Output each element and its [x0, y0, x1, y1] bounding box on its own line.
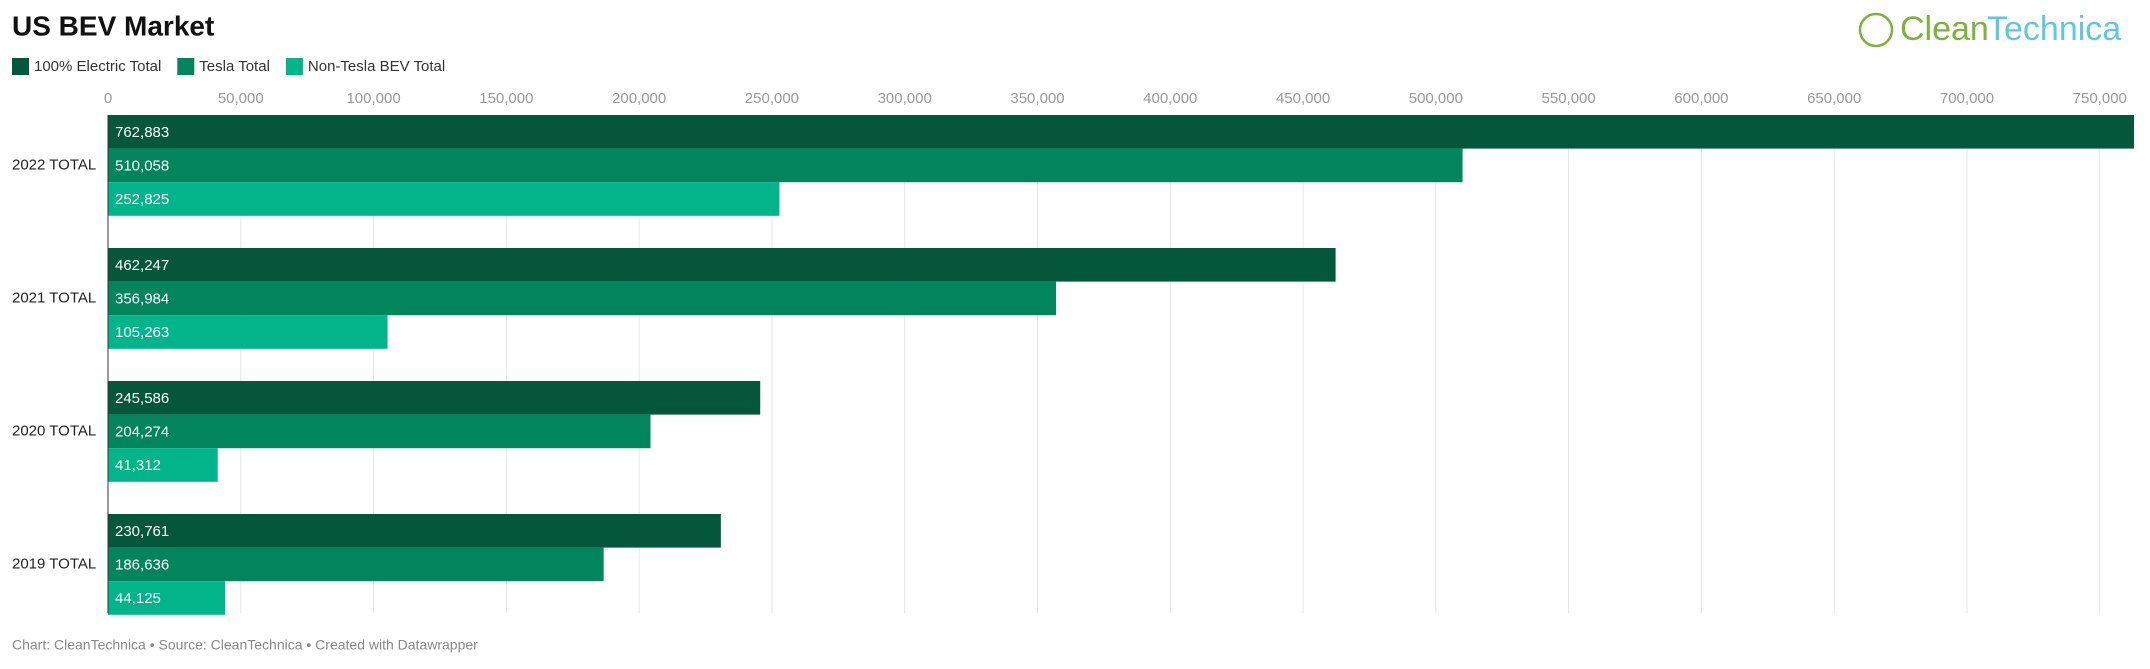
- bar: [108, 581, 226, 615]
- value-label: 252,825: [115, 191, 169, 208]
- bar: [108, 315, 388, 349]
- x-tick-label: 400,000: [1143, 90, 1197, 107]
- value-label: 41,312: [115, 457, 161, 474]
- x-tick-label: 150,000: [479, 90, 533, 107]
- value-label: 230,761: [115, 523, 169, 540]
- legend-swatch: [177, 58, 195, 75]
- x-tick-label: 0: [104, 90, 112, 107]
- x-tick-label: 700,000: [1940, 90, 1994, 107]
- y-tick-label: 2021 TOTAL: [12, 289, 96, 306]
- x-tick-label: 200,000: [612, 90, 666, 107]
- value-label: 105,263: [115, 324, 169, 341]
- y-tick-label: 2020 TOTAL: [12, 422, 96, 439]
- x-tick-label: 450,000: [1276, 90, 1330, 107]
- value-label: 204,274: [115, 423, 169, 440]
- value-label: 186,636: [115, 556, 169, 573]
- bar: [108, 414, 651, 449]
- bar: [108, 281, 1057, 316]
- bar: [108, 381, 761, 415]
- legend-label: Tesla Total: [199, 58, 270, 75]
- legend-swatch: [12, 58, 29, 75]
- legend-label: Non-Tesla BEV Total: [308, 58, 445, 75]
- chart-title: US BEV Market: [12, 10, 214, 41]
- legend-swatch: [285, 58, 303, 75]
- bar: [108, 448, 218, 482]
- logo-icon: [1858, 12, 1894, 48]
- bar: [108, 248, 1336, 282]
- value-label: 510,058: [115, 157, 169, 174]
- value-label: 245,586: [115, 390, 169, 407]
- logo: Clean Technica: [1858, 10, 2121, 48]
- x-tick-label: 550,000: [1542, 90, 1596, 107]
- x-tick-label: 600,000: [1674, 90, 1728, 107]
- bar: [108, 547, 604, 582]
- x-tick-label: 50,000: [218, 90, 264, 107]
- bar: [108, 182, 780, 216]
- y-tick-label: 2019 TOTAL: [12, 555, 96, 572]
- y-tick-label: 2022 TOTAL: [12, 156, 96, 173]
- value-label: 44,125: [115, 590, 161, 607]
- bar: [108, 148, 1463, 183]
- logo-text-2: Technica: [1987, 10, 2121, 48]
- source: Chart: CleanTechnica • Source: CleanTech…: [12, 637, 478, 653]
- legend-label: 100% Electric Total: [34, 58, 161, 75]
- x-tick-label: 350,000: [1010, 90, 1064, 107]
- x-tick-label: 100,000: [346, 90, 400, 107]
- bar: [108, 115, 2134, 149]
- logo-text-1: Clean: [1900, 10, 1989, 48]
- x-tick-label: 300,000: [878, 90, 932, 107]
- x-tick-label: 650,000: [1807, 90, 1861, 107]
- x-tick-label: 250,000: [745, 90, 799, 107]
- value-label: 762,883: [115, 124, 169, 141]
- x-tick-label: 750,000: [2073, 90, 2127, 107]
- x-tick-label: 500,000: [1409, 90, 1463, 107]
- value-label: 462,247: [115, 257, 169, 274]
- bar: [108, 514, 721, 548]
- value-label: 356,984: [115, 290, 169, 307]
